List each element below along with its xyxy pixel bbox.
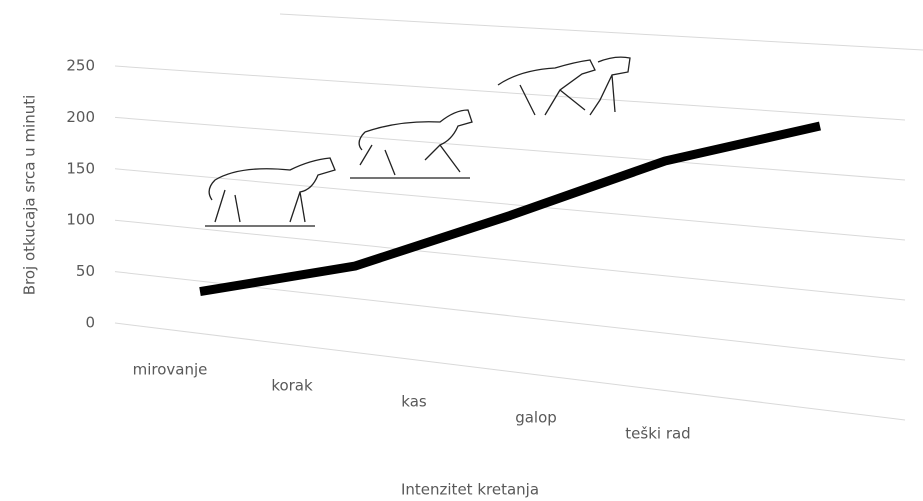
grid-line <box>114 322 906 421</box>
x-tick-label: galop <box>515 409 557 427</box>
x-tick-label: mirovanje <box>133 361 208 379</box>
horse-illustrations <box>205 56 631 227</box>
x-tick-label: kas <box>401 393 427 411</box>
y-tick-label: 50 <box>76 262 95 280</box>
y-tick-label: 150 <box>66 159 95 177</box>
line-ribbon <box>199 121 821 297</box>
horse-galloping <box>497 56 631 116</box>
grid-line <box>114 219 906 301</box>
y-tick-label: 250 <box>66 57 95 75</box>
grid-line <box>114 168 906 241</box>
y-tick-label: 200 <box>66 108 95 126</box>
horse-trotting <box>350 109 473 179</box>
x-tick-label: teški rad <box>625 425 690 443</box>
y-tick-label: 100 <box>66 211 95 229</box>
back-wall-edge <box>279 13 923 51</box>
y-tick-label: 0 <box>85 314 95 332</box>
x-tick-label: korak <box>271 377 313 395</box>
y-axis-title: Broj otkucaja srca u minuti <box>21 95 39 296</box>
x-axis-title: Intenzitet kretanja <box>401 481 539 499</box>
grid-line <box>114 65 906 121</box>
horse-walking <box>205 157 336 227</box>
grid-line <box>114 116 906 181</box>
